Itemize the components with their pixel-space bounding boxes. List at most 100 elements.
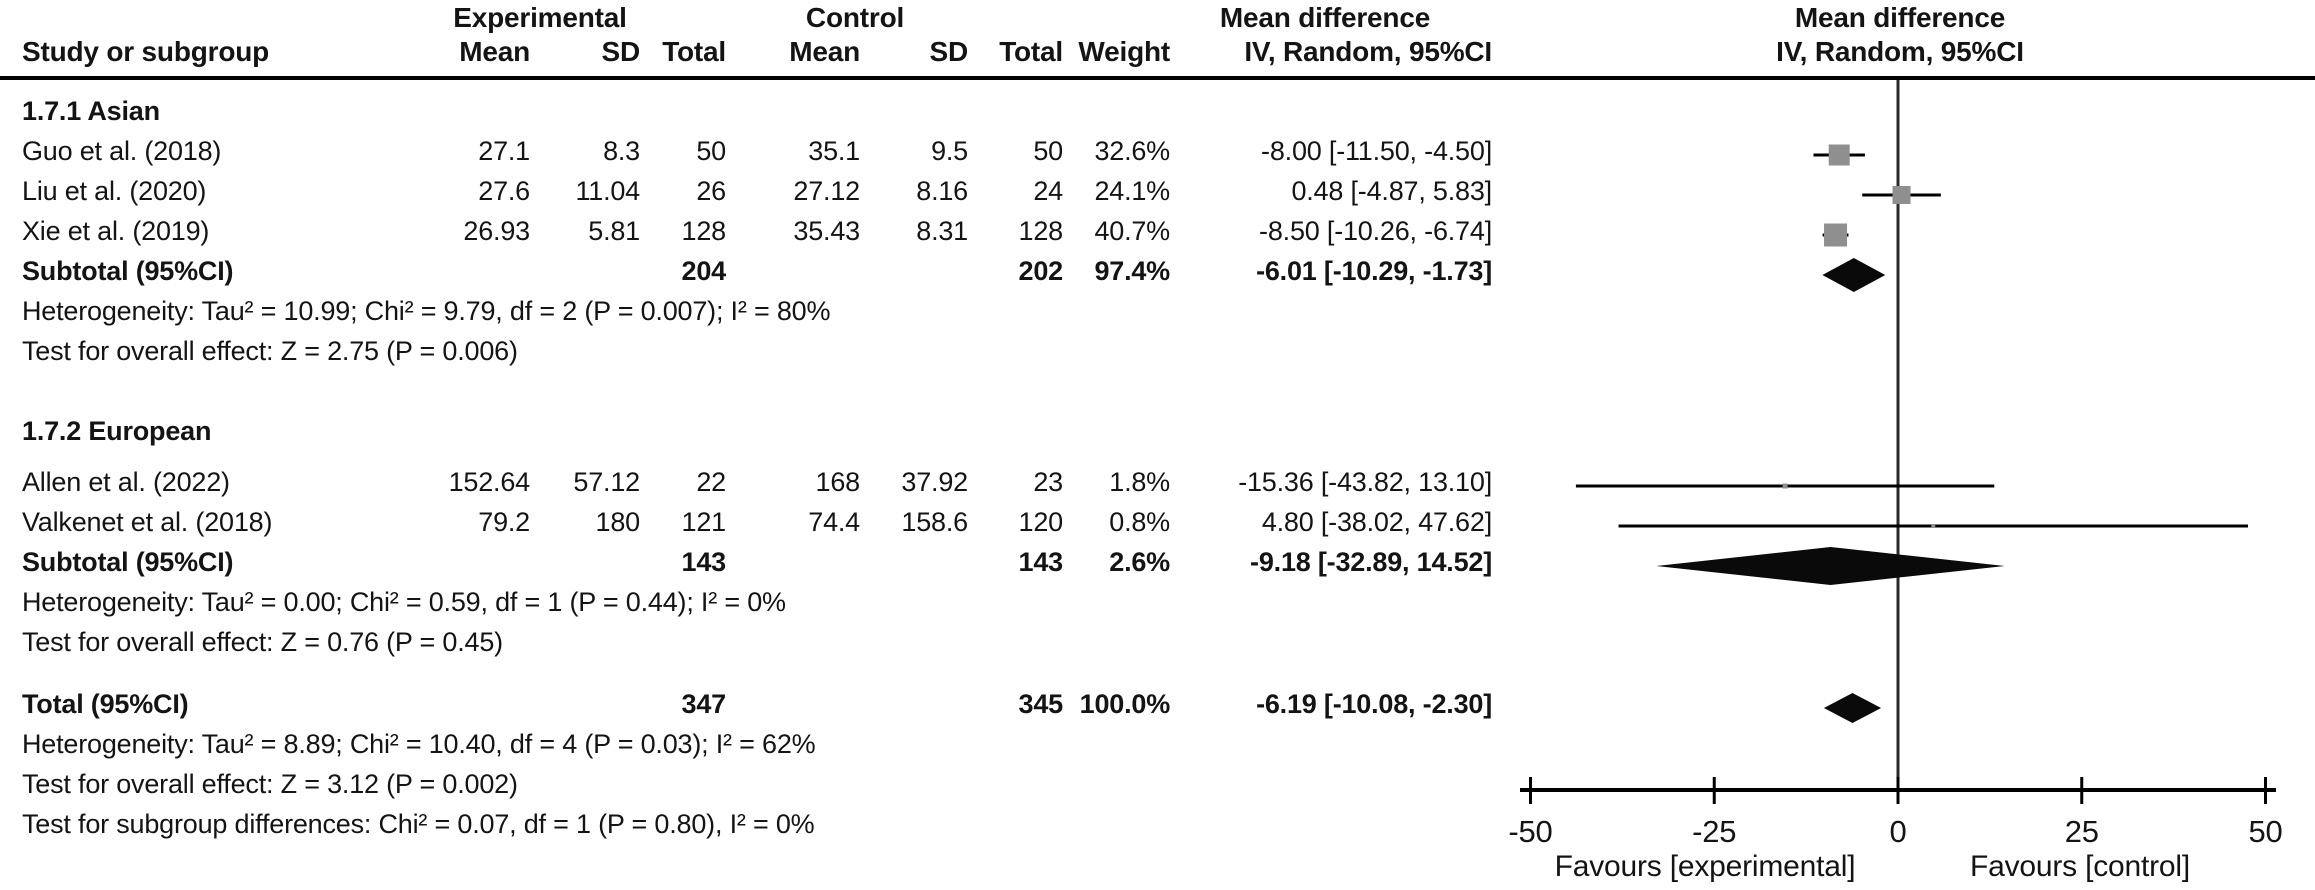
study-name: Allen et al. (2022) (22, 467, 230, 497)
total-ctrl-total: 345 (1018, 689, 1064, 719)
header-weight: Weight (1078, 36, 1170, 67)
ci-text: 4.80 [-38.02, 47.62] (1261, 507, 1492, 537)
exp-sd: 11.04 (575, 176, 640, 206)
axis-tick-label: 25 (2065, 814, 2099, 849)
ci-text: -8.00 [-11.50, -4.50] (1261, 136, 1492, 166)
overall-effect-text: Test for overall effect: Z = 0.76 (P = 0… (22, 627, 503, 657)
subtotal-diamond (1822, 258, 1886, 292)
ctrl-mean: 74.4 (808, 507, 860, 537)
subtotal-ctrl-total: 202 (1018, 256, 1064, 286)
exp-mean: 152.64 (448, 467, 531, 497)
exp-total: 50 (696, 136, 726, 166)
exp-total: 128 (681, 216, 727, 246)
axis-tick-label: -25 (1692, 814, 1736, 849)
exp-sd: 8.3 (603, 136, 640, 166)
weight: 32.6% (1094, 136, 1170, 166)
heterogeneity-text: Heterogeneity: Tau² = 10.99; Chi² = 9.79… (22, 296, 831, 326)
subtotal-ci-text: -9.18 [-32.89, 14.52] (1250, 547, 1492, 577)
header-experimental-group: Experimental (453, 2, 627, 33)
heterogeneity-text: Heterogeneity: Tau² = 0.00; Chi² = 0.59,… (22, 587, 786, 617)
ci-text: -15.36 [-43.82, 13.10] (1238, 467, 1492, 497)
exp-mean: 79.2 (478, 507, 530, 537)
subgroup-differences-text: Test for subgroup differences: Chi² = 0.… (22, 809, 815, 839)
ctrl-total: 23 (1033, 467, 1063, 497)
header-method-ci-plot: IV, Random, 95%CI (1776, 36, 2024, 67)
effect-square (1824, 223, 1848, 247)
overall-effect-text: Test for overall effect: Z = 2.75 (P = 0… (22, 336, 518, 366)
ctrl-mean: 168 (815, 467, 861, 497)
ctrl-mean: 27.12 (793, 176, 860, 206)
exp-sd: 5.81 (588, 216, 640, 246)
axis-tick-label: 50 (2248, 814, 2282, 849)
subtotal-label: Subtotal (95%CI) (22, 256, 234, 286)
ctrl-sd: 9.5 (931, 136, 968, 166)
subtotal-ctrl-total: 143 (1018, 547, 1064, 577)
subgroup-title: 1.7.1 Asian (22, 96, 160, 126)
total-exp-total: 347 (681, 689, 727, 719)
ctrl-sd: 8.31 (916, 216, 968, 246)
ctrl-total: 128 (1018, 216, 1064, 246)
header-ctrl-mean: Mean (789, 36, 860, 67)
header-control-group: Control (805, 2, 905, 33)
subtotal-exp-total: 143 (681, 547, 727, 577)
weight: 0.8% (1109, 507, 1170, 537)
ctrl-mean: 35.43 (793, 216, 860, 246)
exp-total: 121 (681, 507, 727, 537)
exp-sd: 180 (595, 507, 641, 537)
subtotal-weight: 2.6% (1109, 547, 1170, 577)
axis-tick-label: 0 (1889, 814, 1906, 849)
ctrl-sd: 8.16 (916, 176, 968, 206)
subtotal-label: Subtotal (95%CI) (22, 547, 234, 577)
weight: 1.8% (1109, 467, 1170, 497)
exp-mean: 27.6 (478, 176, 530, 206)
exp-total: 26 (696, 176, 726, 206)
ctrl-sd: 37.92 (901, 467, 968, 497)
ctrl-sd: 158.6 (901, 507, 968, 537)
subtotal-diamond (1656, 547, 2005, 585)
effect-square (1828, 144, 1850, 166)
exp-mean: 26.93 (463, 216, 530, 246)
subtotal-weight: 97.4% (1094, 256, 1170, 286)
header-exp-mean: Mean (459, 36, 530, 67)
study-name: Liu et al. (2020) (22, 176, 207, 206)
header-mean-difference-plot: Mean difference (1794, 2, 2006, 33)
exp-mean: 27.1 (478, 136, 530, 166)
header-exp-sd: SD (601, 36, 641, 67)
header-ctrl-sd: SD (929, 36, 969, 67)
subtotal-exp-total: 204 (681, 256, 727, 286)
weight: 24.1% (1094, 176, 1170, 206)
effect-square (1931, 524, 1936, 528)
exp-total: 22 (696, 467, 726, 497)
header-study-or-subgroup: Study or subgroup (22, 36, 270, 67)
axis-tick-label: -50 (1508, 814, 1552, 849)
ctrl-mean: 35.1 (808, 136, 860, 166)
header-ctrl-total: Total (999, 36, 1063, 67)
header-method-ci: IV, Random, 95%CI (1244, 36, 1492, 67)
header-mean-difference-text: Mean difference (1219, 2, 1431, 33)
subtotal-ci-text: -6.01 [-10.29, -1.73] (1256, 256, 1492, 286)
ctrl-total: 50 (1033, 136, 1063, 166)
effect-square (1782, 483, 1788, 489)
ctrl-total: 120 (1018, 507, 1064, 537)
exp-sd: 57.12 (573, 467, 640, 497)
weight: 40.7% (1094, 216, 1170, 246)
subgroup-title: 1.7.2 European (22, 416, 212, 446)
header-divider (0, 76, 2315, 80)
study-name: Xie et al. (2019) (22, 216, 210, 246)
total-overall-effect-text: Test for overall effect: Z = 3.12 (P = 0… (22, 769, 518, 799)
study-name: Valkenet et al. (2018) (22, 507, 273, 537)
effect-square (1892, 186, 1911, 204)
favours-experimental-label: Favours [experimental] (1554, 850, 1856, 883)
study-name: Guo et al. (2018) (22, 136, 222, 166)
total-label: Total (95%CI) (22, 689, 189, 719)
total-heterogeneity-text: Heterogeneity: Tau² = 8.89; Chi² = 10.40… (22, 729, 816, 759)
header-exp-total: Total (662, 36, 726, 67)
favours-control-label: Favours [control] (1969, 850, 2191, 883)
total-ci-text: -6.19 [-10.08, -2.30] (1256, 689, 1492, 719)
total-weight: 100.0% (1079, 689, 1171, 719)
ci-text: -8.50 [-10.26, -6.74] (1259, 216, 1492, 246)
ci-text: 0.48 [-4.87, 5.83] (1291, 176, 1492, 206)
ctrl-total: 24 (1033, 176, 1063, 206)
